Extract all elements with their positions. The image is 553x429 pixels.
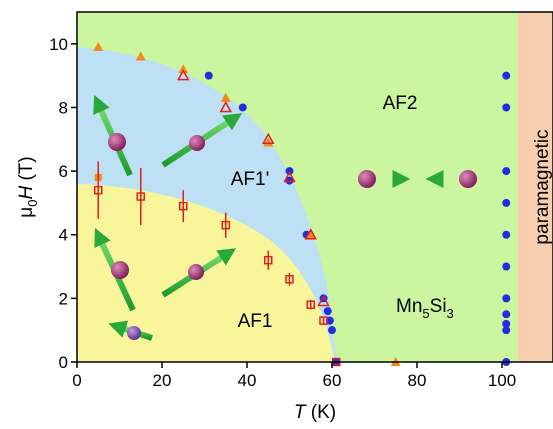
atom	[189, 135, 205, 151]
atom	[459, 170, 477, 188]
af1-region	[77, 184, 335, 362]
phase-label: AF1'	[231, 169, 269, 190]
point	[261, 132, 275, 145]
point	[179, 201, 188, 211]
text: μ	[16, 207, 37, 218]
point	[319, 316, 328, 325]
point	[221, 220, 230, 230]
x-tick-label: 20	[153, 371, 172, 390]
point	[176, 69, 190, 81]
x-tick-label: 60	[323, 371, 342, 390]
point	[285, 275, 294, 284]
point	[305, 229, 316, 239]
x-tick-label: 100	[488, 371, 516, 390]
point	[136, 192, 145, 201]
y-tick-label: 6	[59, 162, 68, 181]
text: 0	[25, 200, 40, 207]
atoms	[108, 133, 477, 340]
x-axis-label: T (K)	[294, 402, 336, 423]
y-tick-label: 0	[59, 353, 68, 372]
point	[283, 170, 296, 183]
point	[502, 103, 511, 112]
paramagnetic-region	[518, 12, 553, 362]
y-tick-label: 10	[49, 35, 68, 54]
y-tick-label: 2	[59, 289, 68, 308]
point	[285, 176, 294, 185]
point	[238, 103, 247, 112]
point	[502, 310, 511, 319]
point	[328, 326, 336, 335]
point	[502, 326, 511, 335]
x-tick-label: 80	[408, 371, 427, 390]
point	[502, 230, 511, 239]
point	[502, 319, 511, 328]
text: H	[16, 186, 37, 200]
text: 5	[422, 306, 429, 321]
text: Mn	[396, 296, 422, 317]
point	[178, 64, 189, 74]
point	[219, 100, 233, 113]
atom	[111, 261, 129, 279]
atom	[188, 264, 204, 280]
point	[323, 307, 332, 316]
atom	[108, 133, 126, 151]
point	[135, 51, 146, 61]
x-tick-label: 40	[238, 371, 257, 390]
point	[306, 300, 315, 309]
x-tick-label: 0	[72, 371, 81, 390]
phase-label: AF1	[238, 311, 273, 332]
point	[502, 262, 511, 271]
point	[502, 71, 511, 80]
point	[263, 137, 274, 147]
point	[502, 294, 511, 303]
compound-label: Mn5Si3	[396, 296, 454, 321]
point	[502, 198, 511, 207]
point	[304, 228, 318, 240]
plot-frame	[76, 11, 553, 363]
point	[502, 167, 511, 176]
point	[325, 316, 334, 325]
y-axis-label: μ0H (T)	[16, 156, 40, 217]
text: (K)	[311, 402, 336, 423]
text: 3	[447, 306, 454, 321]
point	[204, 71, 213, 80]
y-tick-label: 4	[59, 226, 68, 245]
phase-label: paramagnetic	[532, 129, 553, 244]
text: Si	[430, 296, 447, 317]
y-tick-label: 8	[59, 98, 68, 117]
atom	[358, 170, 376, 188]
text: (T)	[16, 156, 37, 180]
point	[264, 255, 273, 265]
atom	[127, 326, 141, 340]
point	[94, 185, 103, 195]
phase-label: AF2	[383, 93, 418, 114]
point	[317, 295, 330, 307]
text: T	[294, 402, 307, 423]
point	[220, 92, 231, 102]
point	[93, 42, 104, 51]
